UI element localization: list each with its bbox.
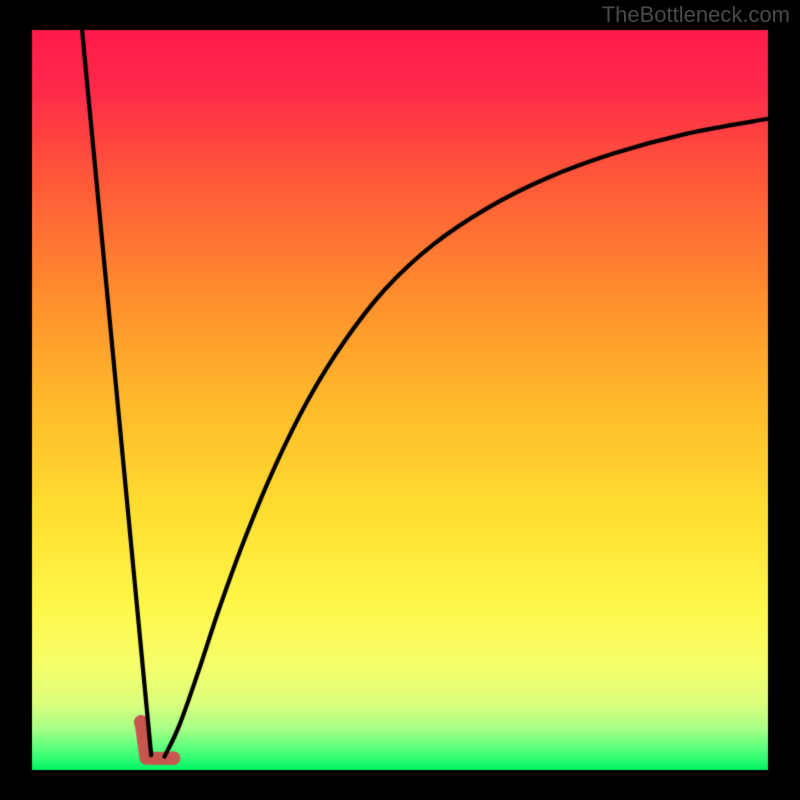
chart-container: TheBottleneck.com: [0, 0, 800, 800]
bottleneck-curve-chart: [0, 0, 800, 800]
